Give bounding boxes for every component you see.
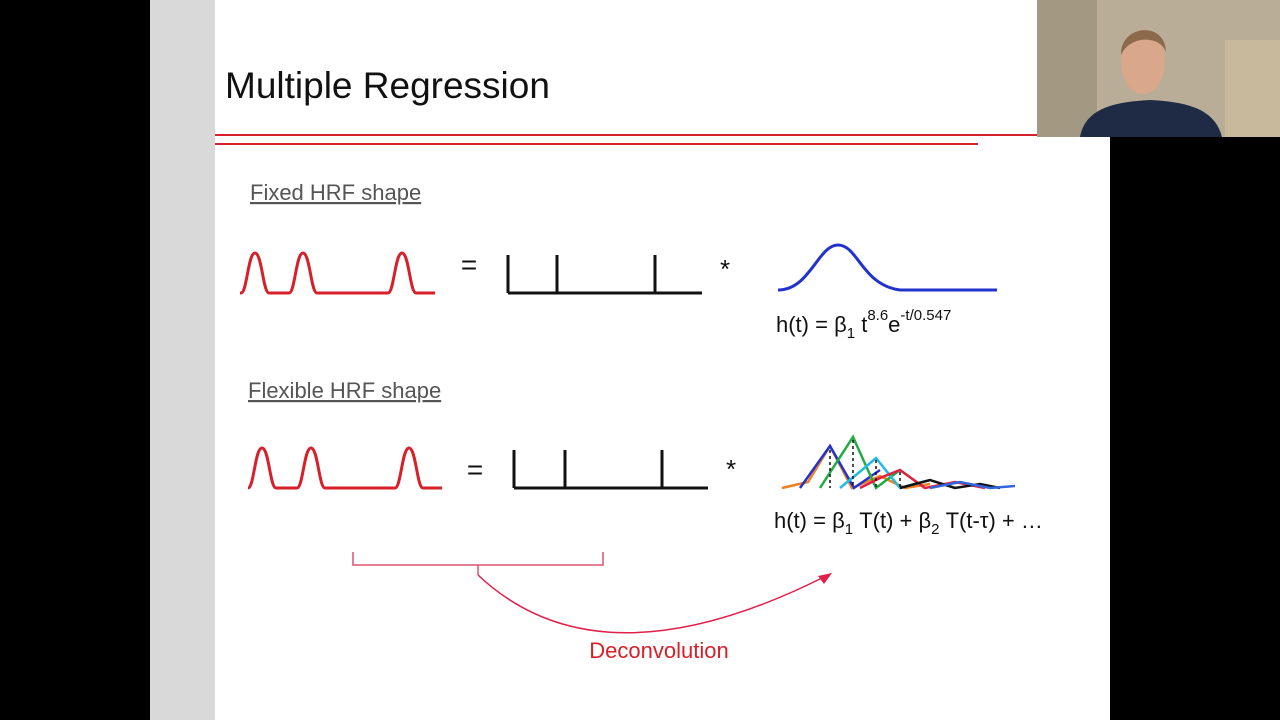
equals: = (461, 249, 477, 280)
section-heading: Fixed HRF shape (250, 180, 421, 205)
equals: = (467, 454, 483, 485)
arrow-head (818, 573, 832, 584)
superscript: -t/0.547 (900, 307, 951, 324)
subscript: 1 (845, 521, 853, 538)
formula-part: e (888, 312, 900, 337)
section-heading: Flexible HRF shape (248, 378, 441, 403)
arrow (477, 574, 827, 634)
formula-part: T(t) + β (853, 508, 931, 533)
formula-part: h(t) = β (776, 312, 847, 337)
stimulus-train (512, 450, 708, 490)
signal (239, 251, 435, 295)
convolve: * (720, 254, 730, 284)
bracket (352, 552, 604, 575)
basis-functions (781, 434, 1016, 490)
hrf-curve (777, 243, 997, 292)
formula-part: h(t) = β (774, 508, 845, 533)
stimulus-train (506, 255, 702, 295)
subscript: 1 (847, 325, 855, 342)
signal (246, 446, 442, 490)
subscript: 2 (931, 521, 939, 538)
formula: h(t) = β1 T(t) + β2 T(t-τ) + … (774, 508, 1043, 538)
formula: h(t) = β1 t8.6e-t/0.547 (776, 307, 951, 342)
superscript: 8.6 (867, 307, 888, 324)
slide-title: Multiple Regression (225, 65, 550, 106)
slide (215, 0, 1110, 720)
annotation: Deconvolution (589, 638, 728, 663)
formula-part: t (855, 312, 867, 337)
formula-part: T(t-τ) + … (939, 508, 1042, 533)
webcam (1037, 0, 1280, 137)
side-strip (150, 0, 215, 720)
convolve: * (726, 454, 736, 484)
